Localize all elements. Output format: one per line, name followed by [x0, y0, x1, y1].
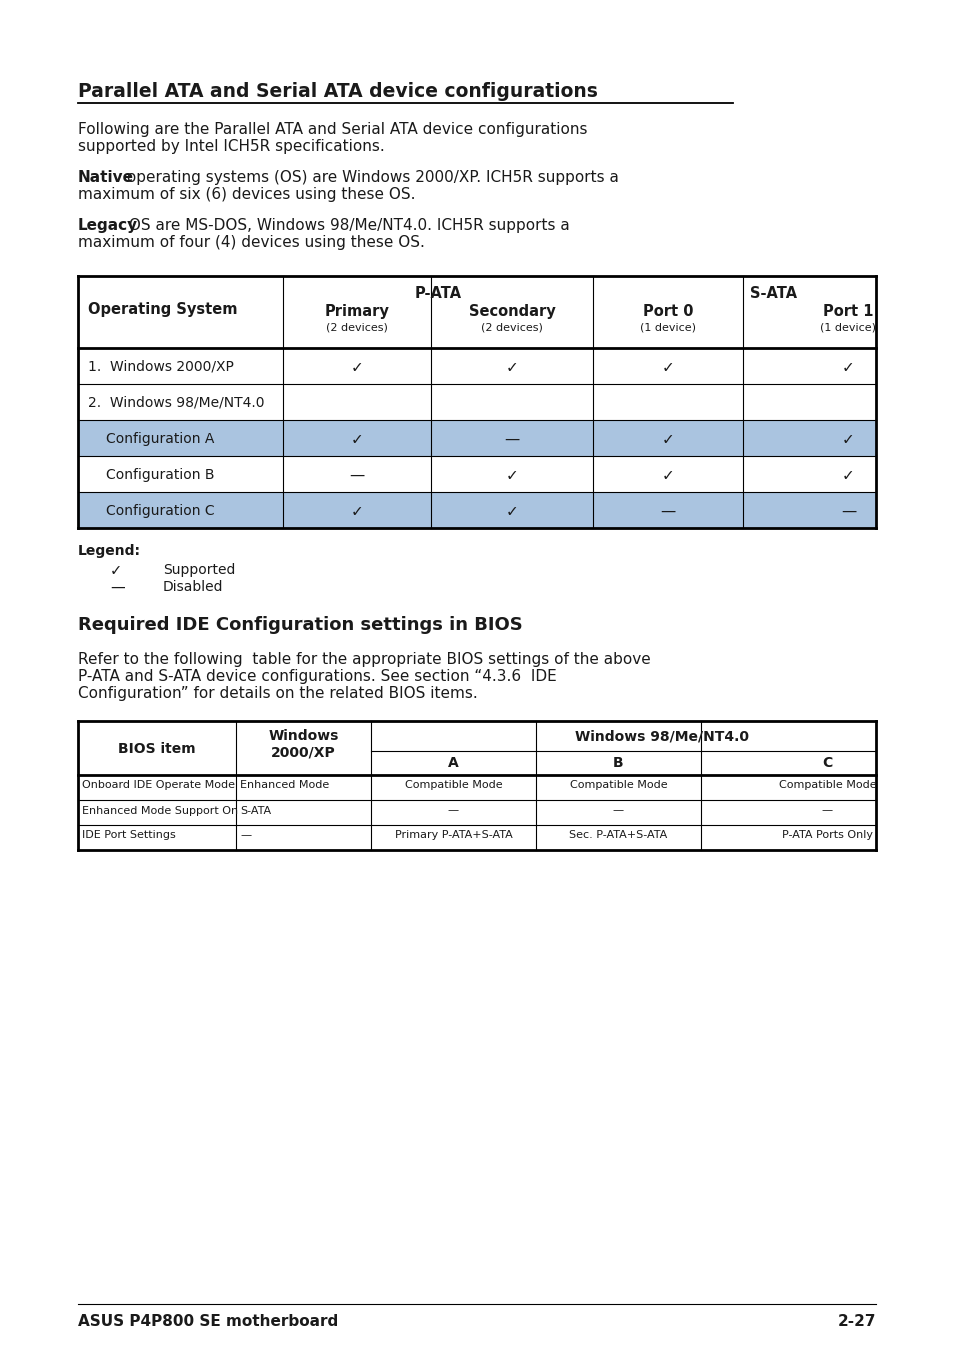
Text: ✓: ✓	[661, 432, 674, 447]
Text: Compatible Mode: Compatible Mode	[569, 781, 666, 790]
Text: —: —	[840, 504, 855, 519]
Text: Legacy: Legacy	[78, 218, 138, 232]
Text: supported by Intel ICH5R specifications.: supported by Intel ICH5R specifications.	[78, 139, 384, 154]
Text: —: —	[448, 805, 458, 816]
Text: (1 device): (1 device)	[820, 322, 876, 332]
Text: 2000/XP: 2000/XP	[271, 744, 335, 759]
Text: ✓: ✓	[841, 359, 854, 376]
Text: —: —	[821, 805, 832, 816]
Text: S-ATA: S-ATA	[240, 805, 271, 816]
Text: P-ATA: P-ATA	[414, 286, 461, 301]
Text: Refer to the following  table for the appropriate BIOS settings of the above: Refer to the following table for the app…	[78, 653, 650, 667]
Text: C: C	[821, 757, 832, 770]
Text: B: B	[613, 757, 623, 770]
Text: Configuration” for details on the related BIOS items.: Configuration” for details on the relate…	[78, 686, 477, 701]
Text: ✓: ✓	[505, 467, 517, 484]
Text: P-ATA Ports Only: P-ATA Ports Only	[781, 831, 872, 840]
Text: Onboard IDE Operate Mode: Onboard IDE Operate Mode	[82, 781, 234, 790]
Text: ✓: ✓	[110, 563, 122, 578]
Text: Compatible Mode: Compatible Mode	[778, 781, 876, 790]
Text: Port 0: Port 0	[642, 304, 693, 319]
Text: S-ATA: S-ATA	[749, 286, 796, 301]
Text: OS are MS-DOS, Windows 98/Me/NT4.0. ICH5R supports a: OS are MS-DOS, Windows 98/Me/NT4.0. ICH5…	[124, 218, 569, 232]
Text: operating systems (OS) are Windows 2000/XP. ICH5R supports a: operating systems (OS) are Windows 2000/…	[122, 170, 618, 185]
Text: —: —	[240, 831, 251, 840]
Text: ASUS P4P800 SE motherboard: ASUS P4P800 SE motherboard	[78, 1315, 338, 1329]
Text: Legend:: Legend:	[78, 544, 141, 558]
Text: Port 1: Port 1	[822, 304, 873, 319]
Text: Parallel ATA and Serial ATA device configurations: Parallel ATA and Serial ATA device confi…	[78, 82, 598, 101]
Text: Operating System: Operating System	[88, 303, 237, 317]
Text: Secondary: Secondary	[468, 304, 555, 319]
Text: (2 devices): (2 devices)	[326, 322, 388, 332]
Text: —: —	[110, 580, 125, 594]
Text: A: A	[448, 757, 458, 770]
Text: Enhanced Mode: Enhanced Mode	[240, 781, 329, 790]
Text: 2.  Windows 98/Me/NT4.0: 2. Windows 98/Me/NT4.0	[88, 396, 264, 409]
Text: Compatible Mode: Compatible Mode	[404, 781, 502, 790]
Text: Configuration A: Configuration A	[106, 432, 214, 446]
Text: Supported: Supported	[163, 563, 235, 577]
Text: —: —	[659, 504, 675, 519]
Text: Required IDE Configuration settings in BIOS: Required IDE Configuration settings in B…	[78, 616, 522, 634]
Text: P-ATA and S-ATA device configurations. See section “4.3.6  IDE: P-ATA and S-ATA device configurations. S…	[78, 669, 557, 684]
Text: —: —	[349, 467, 364, 484]
Text: ✓: ✓	[661, 359, 674, 376]
Text: Configuration B: Configuration B	[106, 467, 214, 482]
Text: ✓: ✓	[505, 504, 517, 519]
Text: BIOS item: BIOS item	[118, 742, 195, 757]
Text: (1 device): (1 device)	[639, 322, 696, 332]
Text: (2 devices): (2 devices)	[480, 322, 542, 332]
Text: IDE Port Settings: IDE Port Settings	[82, 831, 175, 840]
Text: Configuration C: Configuration C	[106, 504, 214, 517]
Text: ✓: ✓	[841, 432, 854, 447]
Text: Following are the Parallel ATA and Serial ATA device configurations: Following are the Parallel ATA and Seria…	[78, 122, 587, 136]
Text: Primary: Primary	[324, 304, 389, 319]
Bar	[78, 420, 875, 457]
Text: ✓: ✓	[351, 359, 363, 376]
Text: Native: Native	[78, 170, 133, 185]
Text: Sec. P-ATA+S-ATA: Sec. P-ATA+S-ATA	[569, 831, 667, 840]
Text: ✓: ✓	[661, 467, 674, 484]
Text: 1.  Windows 2000/XP: 1. Windows 2000/XP	[88, 359, 233, 374]
Text: Enhanced Mode Support On: Enhanced Mode Support On	[82, 805, 238, 816]
Bar	[78, 492, 875, 528]
Text: maximum of four (4) devices using these OS.: maximum of four (4) devices using these …	[78, 235, 424, 250]
Text: maximum of six (6) devices using these OS.: maximum of six (6) devices using these O…	[78, 186, 416, 203]
Text: 2-27: 2-27	[837, 1315, 875, 1329]
Text: ✓: ✓	[351, 432, 363, 447]
Text: Windows: Windows	[268, 730, 338, 743]
Text: —: —	[504, 432, 519, 447]
Text: Windows 98/Me/NT4.0: Windows 98/Me/NT4.0	[575, 730, 749, 743]
Text: Disabled: Disabled	[163, 580, 223, 594]
Text: Primary P-ATA+S-ATA: Primary P-ATA+S-ATA	[395, 831, 512, 840]
Text: ✓: ✓	[351, 504, 363, 519]
Text: ✓: ✓	[505, 359, 517, 376]
Text: ✓: ✓	[841, 467, 854, 484]
Text: —: —	[612, 805, 623, 816]
